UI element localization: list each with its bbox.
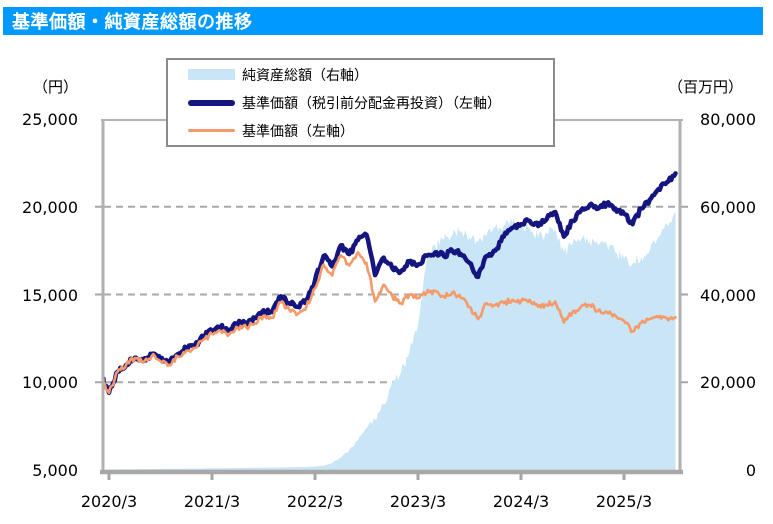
area-swatch-icon bbox=[188, 69, 235, 80]
right-axis-unit-label: （百万円） bbox=[668, 78, 744, 96]
legend-item: 基準価額（左軸） bbox=[168, 117, 553, 145]
header-bar: 基準価額・純資産総額の推移 bbox=[3, 7, 763, 35]
legend-item-label: 基準価額（左軸） bbox=[242, 123, 354, 140]
left-axis-tick-label: 20,000 bbox=[22, 197, 78, 217]
right-axis-tick-label: 80,000 bbox=[700, 110, 756, 129]
legend-item: 基準価額（税引前分配金再投資）（左軸） bbox=[168, 89, 553, 117]
page-title: 基準価額・純資産総額の推移 bbox=[12, 12, 253, 33]
legend-item-label: 純資産総額（右軸） bbox=[242, 67, 368, 84]
net-assets-area-series bbox=[103, 212, 676, 470]
x-axis-tick-label: 2020/3 bbox=[80, 492, 138, 511]
chart-legend: 純資産総額（右軸） 基準価額（税引前分配金再投資）（左軸） 基準価額（左軸） bbox=[166, 58, 555, 147]
line-swatch-icon bbox=[188, 129, 235, 132]
nav-reinvested-line-series bbox=[102, 171, 678, 396]
right-axis-tick-label: 40,000 bbox=[700, 285, 756, 305]
x-axis-tick-label: 2022/3 bbox=[286, 492, 344, 511]
left-axis-tick-label: 15,000 bbox=[22, 285, 78, 305]
right-axis-tick-label: 60,000 bbox=[700, 197, 756, 217]
right-axis-tick-label: 0 bbox=[745, 461, 756, 480]
x-axis-tick-label: 2024/3 bbox=[492, 492, 550, 511]
left-axis-tick-label: 5,000 bbox=[32, 461, 78, 480]
left-axis-tick-label: 10,000 bbox=[22, 373, 78, 393]
nav-line-series bbox=[102, 251, 677, 395]
left-axis-tick-label: 25,000 bbox=[22, 110, 78, 129]
x-axis-tick-label: 2025/3 bbox=[595, 492, 653, 511]
line-swatch-icon bbox=[188, 99, 235, 106]
x-axis-tick-label: 2023/3 bbox=[389, 492, 447, 511]
legend-item-label: 基準価額（税引前分配金再投資）（左軸） bbox=[242, 95, 501, 112]
left-axis-unit-label: （円） bbox=[32, 78, 78, 96]
right-axis-tick-label: 20,000 bbox=[700, 373, 756, 393]
x-axis-tick-label: 2021/3 bbox=[183, 492, 241, 511]
legend-item: 純資産総額（右軸） bbox=[168, 61, 553, 89]
